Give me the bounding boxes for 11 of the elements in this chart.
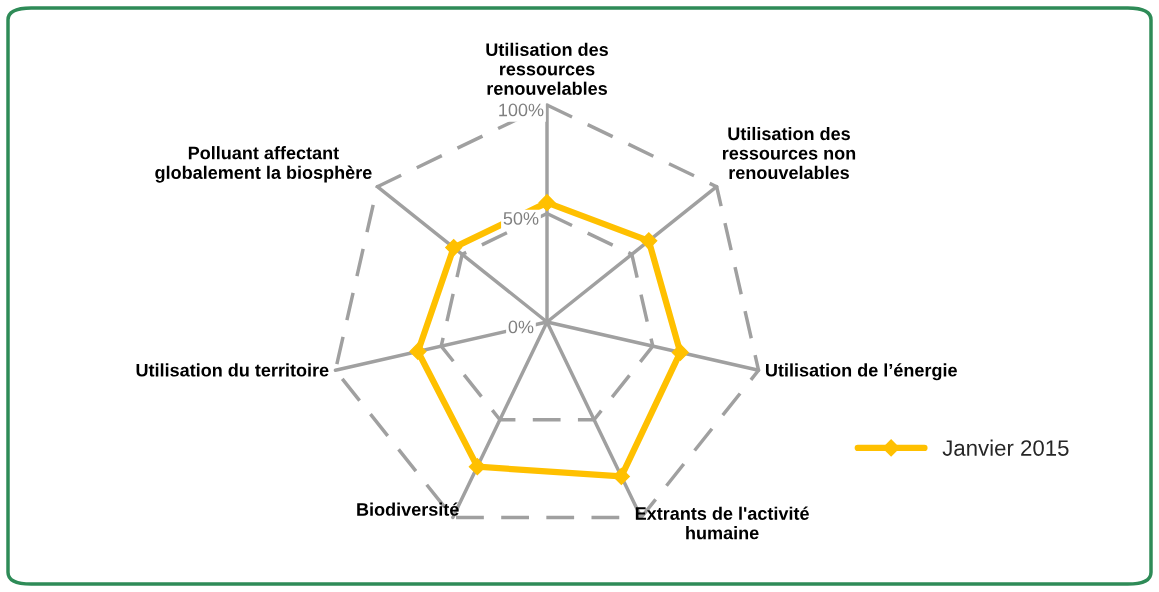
spoke-label: Extrants de l'activité humaine bbox=[635, 506, 809, 540]
spoke-label: Utilisation des ressources renouvelables bbox=[486, 42, 608, 95]
spoke-label: Utilisation de l’énergie bbox=[765, 363, 957, 381]
y-tick-label: 50% bbox=[503, 212, 539, 225]
spoke-label: Polluant affectant globalement la biosphère bbox=[155, 146, 372, 183]
y-tick-label: 0% bbox=[508, 320, 534, 334]
spoke-label: Utilisation du territoire bbox=[136, 363, 329, 377]
legend-label: Janvier 2015 bbox=[942, 439, 1069, 456]
spoke-label: Biodiversité bbox=[357, 502, 459, 516]
y-tick-label: 100% bbox=[499, 103, 544, 117]
spoke-label: Utilisation des ressources non renouvelables bbox=[722, 126, 856, 180]
